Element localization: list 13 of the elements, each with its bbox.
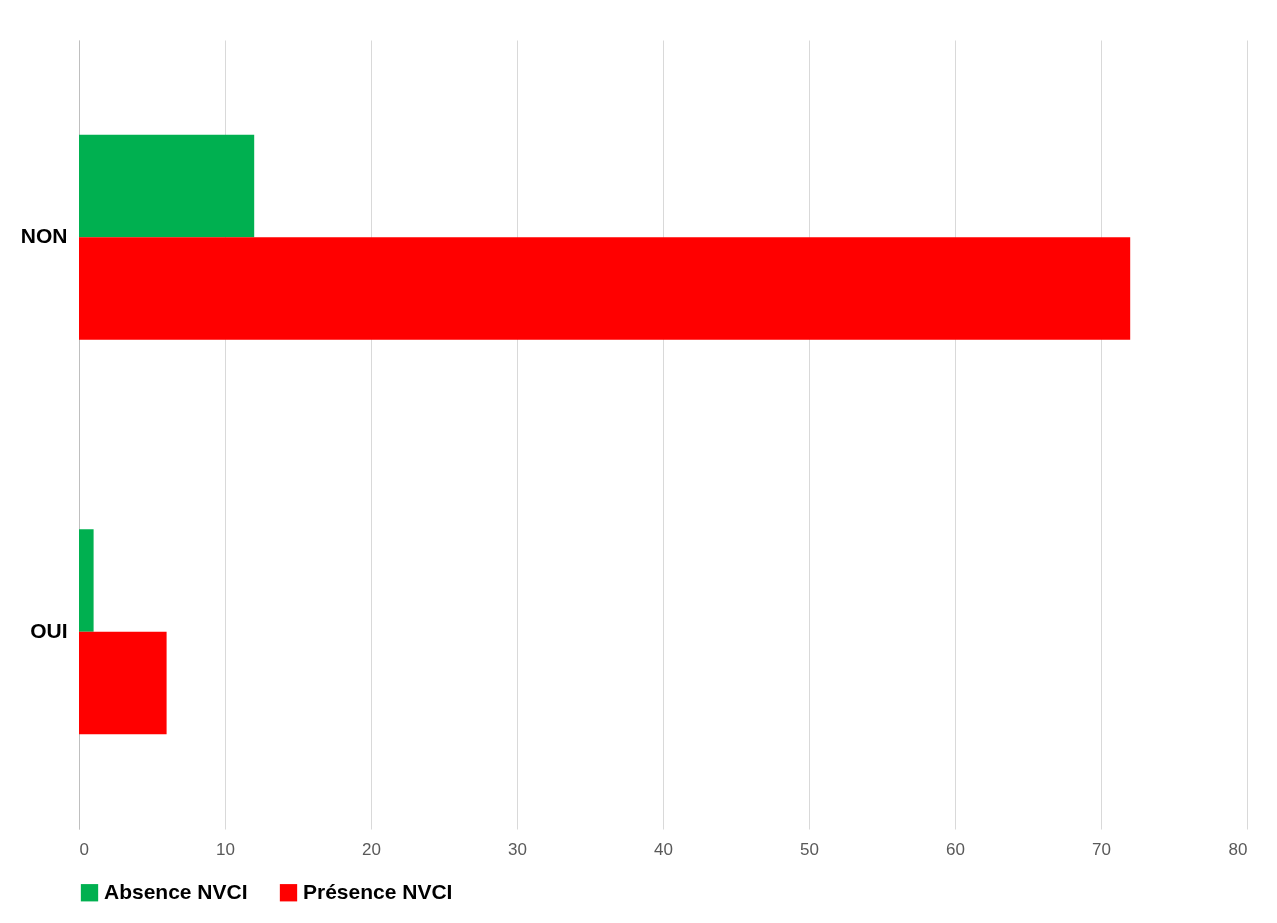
- x-tick-label: 20: [362, 839, 381, 859]
- x-tick-label: 70: [1092, 839, 1111, 859]
- x-tick-label: 80: [1228, 839, 1248, 859]
- x-tick-label: 10: [216, 839, 235, 859]
- y-tick-label: NON: [20, 224, 68, 248]
- legend-label: Absence NVCI: [104, 879, 248, 903]
- y-tick-label: OUI: [30, 618, 68, 642]
- x-tick-label: 40: [654, 839, 673, 859]
- x-tick-label: 50: [800, 839, 819, 859]
- legend-label: Présence NVCI: [303, 879, 453, 903]
- x-tick-label: 60: [946, 839, 965, 859]
- x-tick-label: 30: [508, 839, 527, 859]
- x-tick-label: 0: [79, 839, 89, 859]
